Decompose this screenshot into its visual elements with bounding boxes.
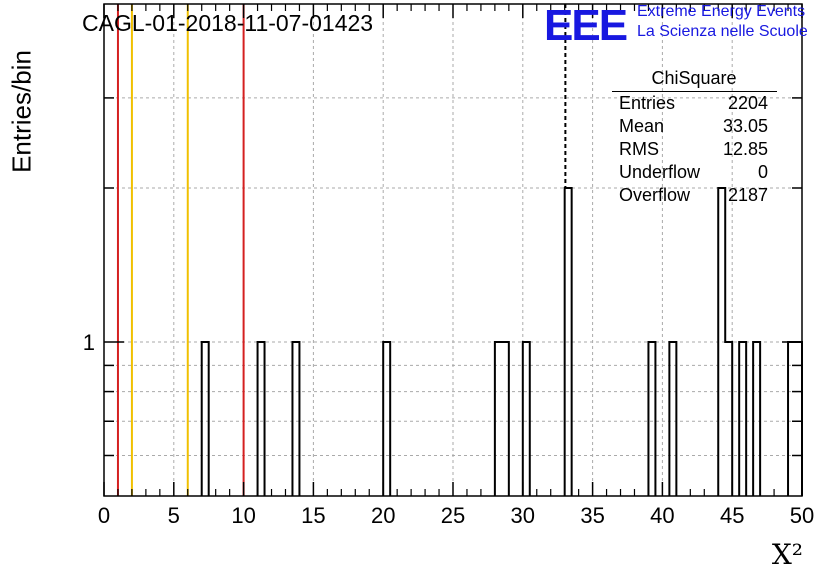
- stat-value-mean: 33.05: [722, 116, 768, 136]
- stat-label-overflow: Overflow: [619, 185, 691, 205]
- x-tick-label-30: 30: [511, 503, 535, 528]
- stat-label-entries: Entries: [619, 93, 676, 113]
- reference-lines: [116, 4, 567, 496]
- stat-value-entries: 2204: [727, 93, 768, 113]
- x-tick-label-40: 40: [650, 503, 674, 528]
- svg-text:EEE: EEE: [544, 2, 627, 44]
- x-tick-label-15: 15: [301, 503, 325, 528]
- x-tick-label-35: 35: [580, 503, 604, 528]
- x-tick-label-50: 50: [790, 503, 814, 528]
- stat-label-underflow: Underflow: [619, 162, 701, 182]
- logo-line-1: Extreme Energy Events: [637, 3, 806, 20]
- x-tick-label-45: 45: [720, 503, 744, 528]
- histogram-step-line: [200, 187, 803, 496]
- x-tick-label-20: 20: [371, 503, 395, 528]
- chart-title: CAGL-01-2018-11-07-01423: [82, 10, 374, 36]
- x-tick-label-0: 0: [98, 503, 110, 528]
- y-tick-label-1: 1: [83, 330, 95, 355]
- stat-value-rms: 12.85: [722, 139, 768, 159]
- eee-logo: EEE: [544, 2, 629, 44]
- x-tick-label-5: 5: [168, 503, 180, 528]
- stat-value-overflow: 2187: [727, 185, 768, 205]
- stats-title: ChiSquare: [651, 68, 737, 88]
- y-axis-label: Entries/bin: [6, 50, 37, 173]
- x-axis-label: X²: [772, 538, 803, 571]
- stat-label-rms: RMS: [619, 139, 659, 159]
- stats-title-underline: [612, 91, 777, 92]
- x-tick-label-10: 10: [231, 503, 255, 528]
- stat-value-underflow: 0: [757, 162, 768, 182]
- logo-line-2: La Scienza nelle Scuole: [637, 23, 808, 40]
- x-tick-labels: 0 5 10 15 20 25 30 35 40 45 50: [98, 503, 814, 528]
- x-tick-label-25: 25: [441, 503, 465, 528]
- stat-label-mean: Mean: [619, 116, 665, 136]
- axis-ticks: [103, 4, 803, 496]
